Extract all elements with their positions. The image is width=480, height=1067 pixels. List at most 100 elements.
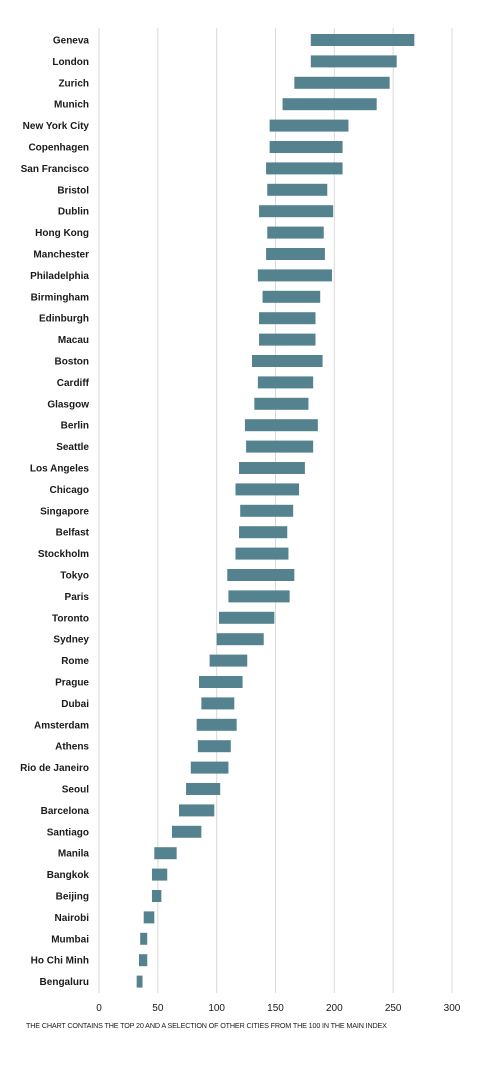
category-label: Bengaluru [40, 977, 89, 988]
x-tick-label: 250 [385, 1003, 402, 1014]
range-bar [266, 162, 343, 175]
category-label: Toronto [52, 613, 89, 624]
category-label: Bangkok [47, 870, 90, 881]
range-bar [239, 462, 305, 474]
category-label: Boston [55, 357, 89, 368]
range-bar [227, 569, 295, 581]
range-bar [244, 419, 318, 432]
category-label: London [52, 57, 89, 68]
range-bar [196, 718, 237, 731]
category-label: Sydney [53, 635, 89, 646]
category-label: Cardiff [57, 378, 90, 389]
range-bar [259, 205, 334, 218]
category-label: Seattle [56, 442, 89, 453]
category-label: Munich [54, 100, 89, 111]
range-bar [259, 333, 316, 346]
category-label: Athens [55, 742, 89, 753]
category-label: Zurich [58, 78, 89, 89]
range-bar [190, 761, 229, 774]
range-bar [257, 376, 314, 389]
range-bar [197, 740, 231, 753]
range-bar [151, 890, 162, 902]
category-label: New York City [23, 121, 90, 132]
category-label: Philadelphia [30, 271, 89, 282]
category-label: Beijing [56, 892, 89, 903]
category-label: Hong Kong [35, 228, 89, 239]
category-label: Berlin [61, 421, 89, 432]
range-bar [219, 611, 275, 624]
range-bar [267, 183, 328, 196]
category-label: Belfast [56, 528, 90, 539]
category-label: Manila [58, 849, 90, 860]
category-label: Rome [61, 656, 89, 667]
x-tick-label: 300 [444, 1003, 461, 1014]
range-bar [239, 526, 288, 539]
chart-footnote: THE CHART CONTAINS THE TOP 20 AND A SELE… [26, 1021, 387, 1030]
range-bar [266, 248, 325, 260]
range-bar [228, 590, 290, 603]
range-bar [216, 633, 264, 646]
range-bar [151, 868, 168, 881]
range-bar [246, 440, 314, 453]
x-tick-label: 200 [326, 1003, 343, 1014]
category-label: Birmingham [31, 292, 89, 303]
category-label: Stockholm [38, 549, 89, 560]
category-label: Nairobi [55, 913, 90, 924]
range-bar [269, 119, 349, 132]
category-label: Los Angeles [30, 464, 90, 475]
category-label: Barcelona [41, 806, 90, 817]
range-bar [269, 141, 343, 153]
category-label: Seoul [62, 785, 89, 796]
category-label: Paris [65, 592, 90, 603]
range-bar [143, 911, 155, 924]
range-bar [209, 654, 248, 667]
range-bar [136, 975, 143, 988]
category-label: Mumbai [51, 934, 89, 945]
range-bar-chart: 0 50 100 150 200 250 300 Geneva London Zurich Muni… [20, 28, 461, 1014]
category-label: Chicago [50, 485, 89, 496]
x-tick-label: 50 [152, 1003, 164, 1014]
range-bar [282, 98, 377, 111]
category-label: Santiago [47, 827, 89, 838]
category-label: San Francisco [21, 164, 89, 175]
range-bar [235, 483, 300, 496]
category-label: Manchester [33, 250, 89, 261]
range-bar [139, 954, 148, 967]
category-label: Prague [55, 678, 89, 689]
category-label: Dubai [61, 699, 89, 710]
category-label: Amsterdam [34, 720, 89, 731]
range-bar [294, 76, 390, 89]
category-label: Rio de Janeiro [20, 763, 89, 774]
category-label: Edinburgh [39, 314, 89, 325]
category-label: Ho Chi Minh [31, 956, 89, 967]
category-label: Geneva [53, 36, 90, 47]
range-bar [259, 312, 316, 325]
category-label: Dublin [58, 207, 89, 218]
category-label: Glasgow [47, 399, 89, 410]
range-bar [154, 847, 177, 860]
range-bar [240, 504, 294, 517]
range-bar [199, 676, 243, 688]
range-bar [201, 697, 235, 710]
range-bar [171, 825, 202, 838]
range-bar [251, 355, 323, 367]
x-tick-label: 150 [267, 1003, 284, 1014]
category-label: Singapore [40, 506, 89, 517]
category-label: Bristol [57, 185, 89, 196]
range-bar [310, 34, 415, 46]
x-tick-label: 100 [208, 1003, 225, 1014]
category-label: Copenhagen [28, 143, 89, 154]
category-label: Tokyo [60, 571, 89, 582]
range-bar [140, 932, 148, 945]
range-bar [267, 226, 324, 239]
category-label: Macau [58, 335, 89, 346]
range-bar [257, 269, 332, 282]
range-bar [254, 397, 309, 410]
x-tick-label: 0 [96, 1003, 102, 1014]
range-bar [186, 783, 221, 795]
range-bar [262, 290, 321, 303]
range-bar [179, 804, 215, 817]
range-bar [235, 547, 289, 560]
range-bar [310, 55, 397, 68]
